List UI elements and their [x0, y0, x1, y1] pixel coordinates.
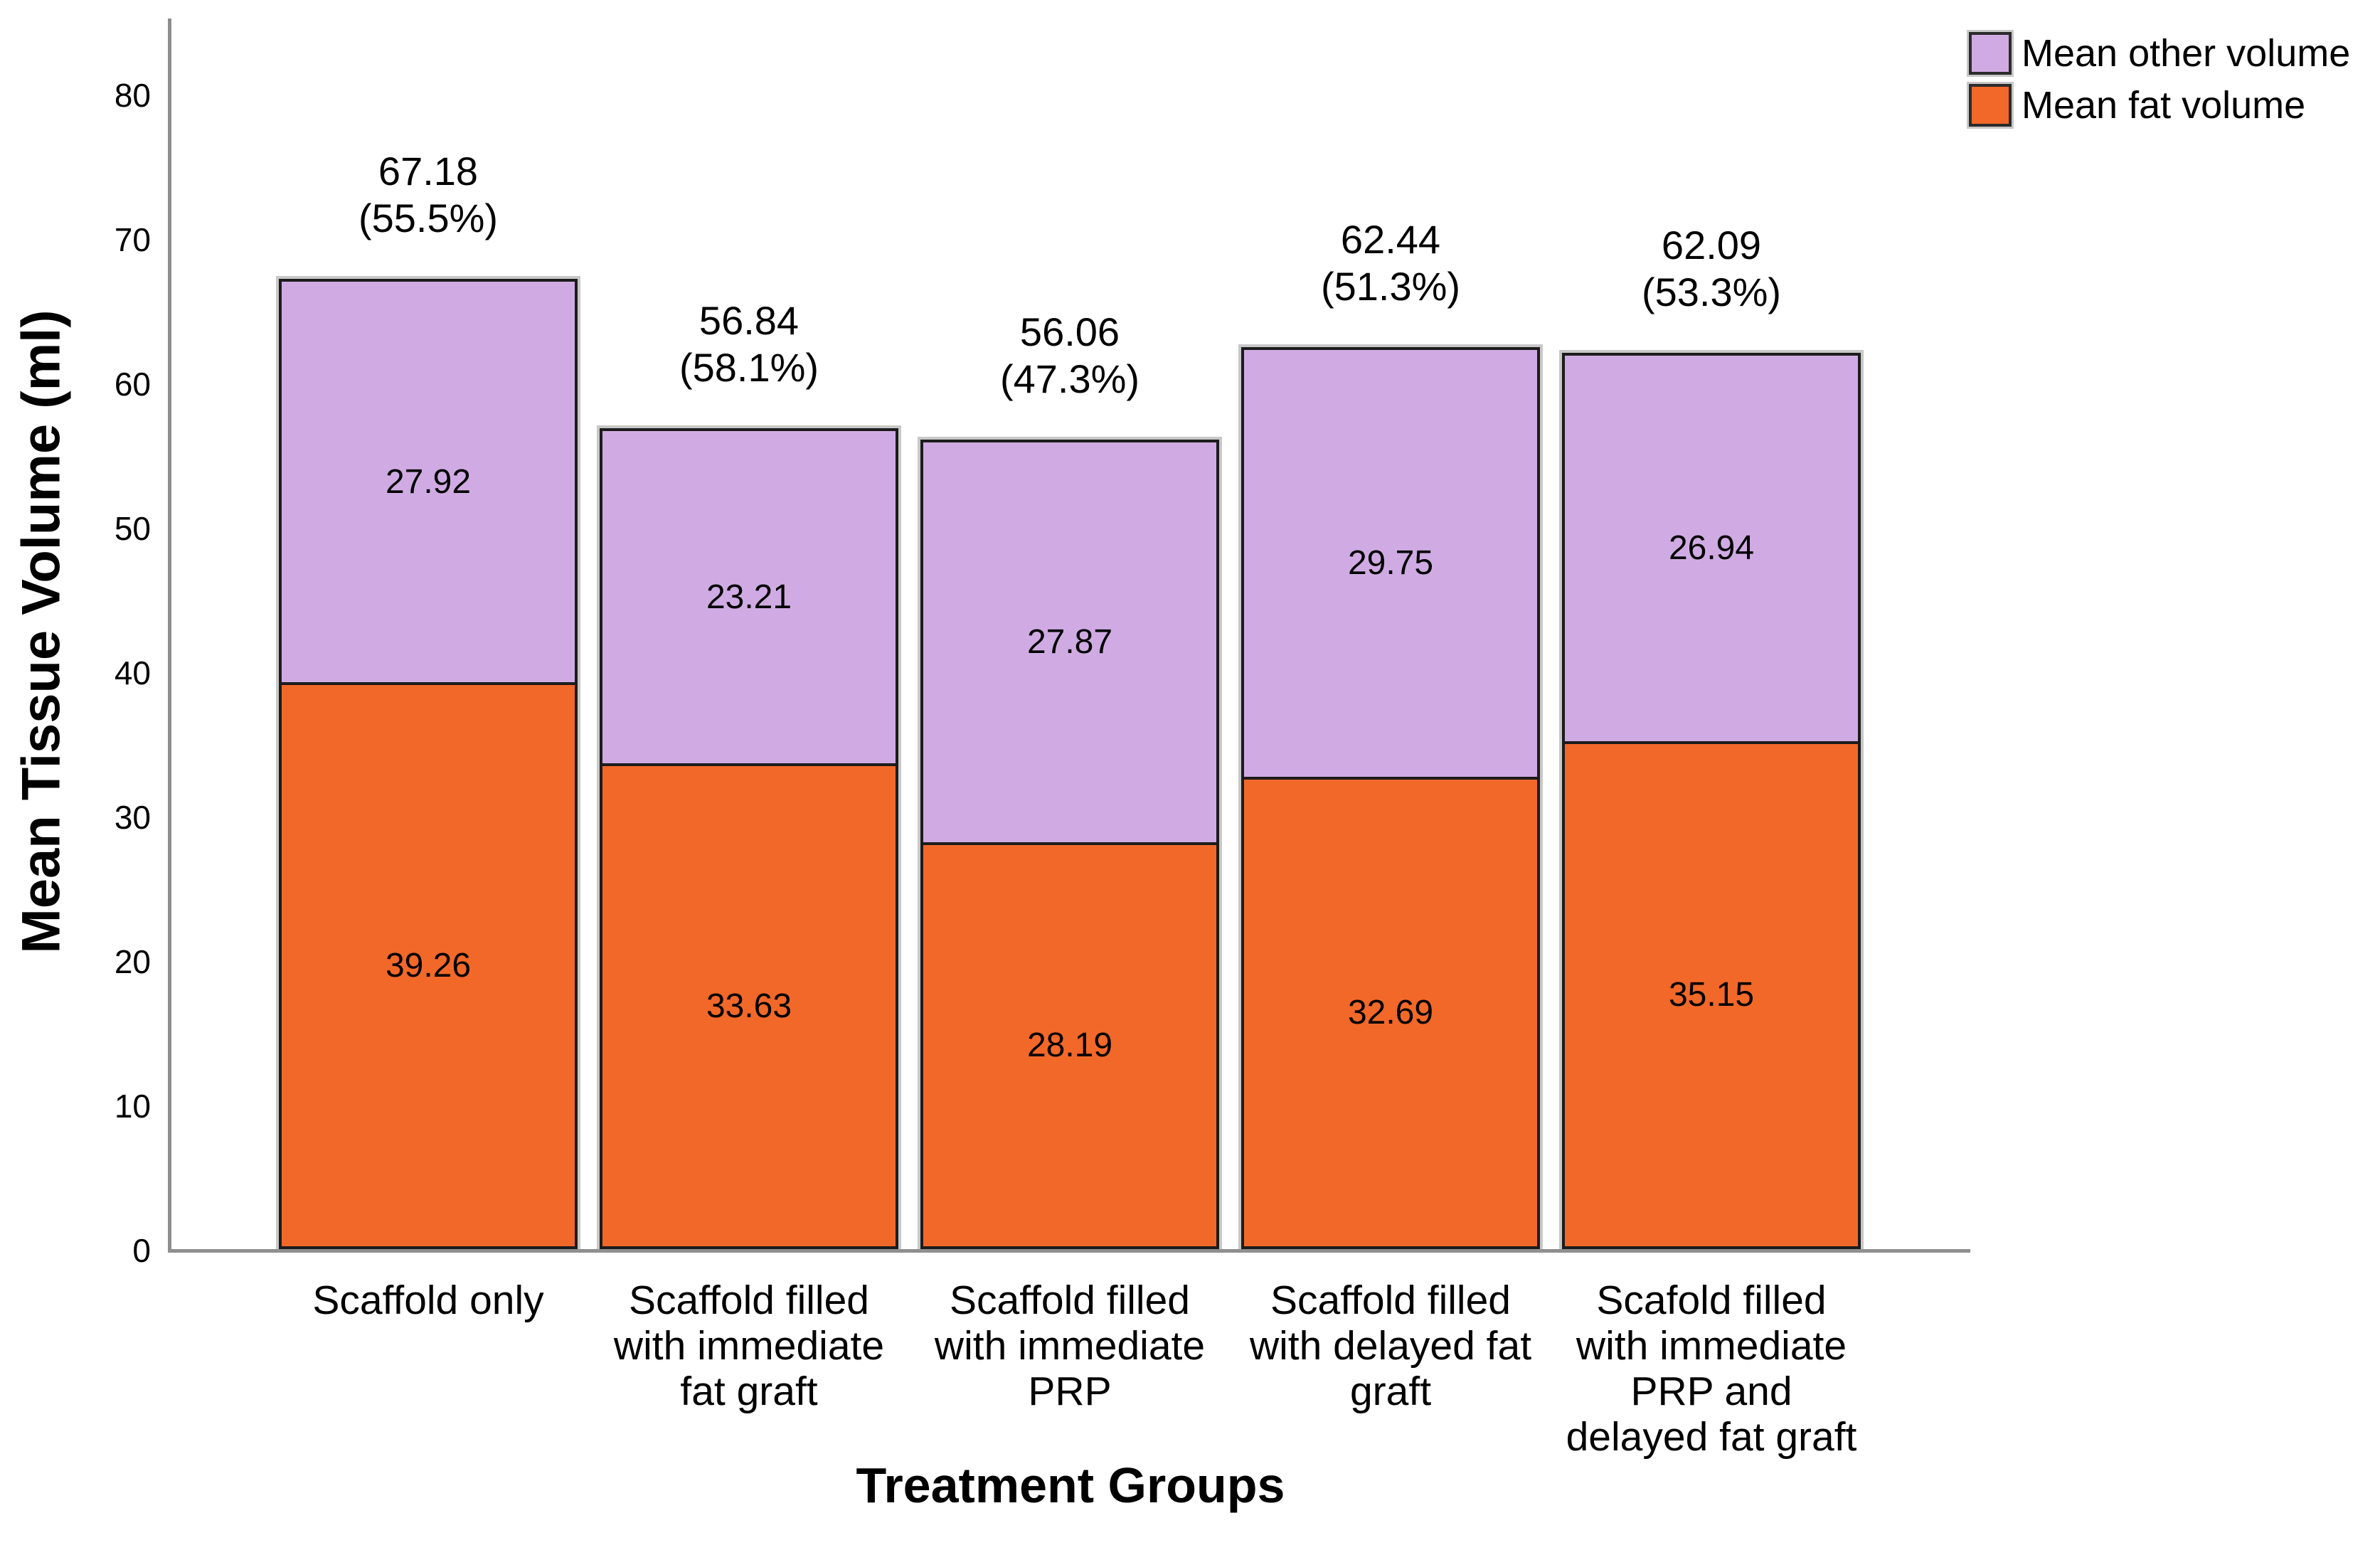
bar-3-total-label: 56.06 (47.3%) [871, 309, 1269, 403]
x-category-label-1-line-1: Scaffold only [312, 1278, 544, 1323]
x-axis-line [168, 1249, 1970, 1253]
x-category-label-5-line-4: delayed fat graft [1566, 1414, 1857, 1460]
bar-4-segment-fat: 32.69 [1241, 777, 1540, 1249]
x-category-label-5-line-2: with immediate [1576, 1323, 1847, 1369]
bar-4-total-value: 62.44 [1340, 217, 1441, 262]
y-tick-label-80: 80 [114, 77, 151, 114]
legend-item-fat-volume: Mean fat volume [1967, 82, 2306, 129]
bar-1: 27.92 39.26 [276, 276, 580, 1252]
bar-5-segment-other: 26.94 [1562, 352, 1861, 742]
x-category-label-3-line-2: with immediate [934, 1323, 1206, 1369]
bar-2-other-value: 23.21 [706, 578, 792, 616]
bar-5: 26.94 35.15 [1559, 349, 1864, 1253]
y-tick-label-20: 20 [114, 943, 151, 980]
x-category-label-4-line-2: with delayed fat [1249, 1323, 1532, 1369]
legend-label-other-volume: Mean other volume [2022, 32, 2351, 75]
bar-1-fat-value: 39.26 [385, 946, 472, 984]
legend-label-fat-volume: Mean fat volume [2022, 84, 2306, 127]
y-tick-label-10: 10 [114, 1088, 151, 1125]
bar-4-segment-other: 29.75 [1241, 347, 1540, 777]
x-category-label-5: Scafold filled with immediate PRP and delay… [1498, 1278, 1925, 1460]
x-category-label-3: Scaffold filled with immediate PRP [856, 1278, 1283, 1414]
bar-2-segment-fat: 33.63 [600, 763, 898, 1249]
bar-3: 27.87 28.19 [918, 437, 1222, 1252]
bar-3-fat-value: 28.19 [1026, 1026, 1113, 1064]
bar-2-total-value: 56.84 [698, 298, 799, 344]
x-category-label-4: Scaffold filled with delayed fat graft [1177, 1278, 1604, 1414]
legend-item-other-volume: Mean other volume [1967, 30, 2351, 77]
bar-1-segment-fat: 39.26 [279, 682, 578, 1249]
legend-swatch-other-volume [1967, 30, 2014, 77]
bar-3-segment-fat: 28.19 [920, 842, 1219, 1249]
x-category-label-3-line-3: PRP [1028, 1369, 1112, 1414]
bar-4: 29.75 32.69 [1238, 344, 1543, 1252]
bar-1-total-label: 67.18 (55.5%) [229, 148, 627, 242]
x-axis-title: Treatment Groups [856, 1458, 1285, 1513]
bar-2-segment-other: 23.21 [600, 428, 898, 764]
bar-3-total-percent: (47.3%) [999, 356, 1140, 401]
x-category-label-4-line-1: Scaffold filled [1270, 1278, 1511, 1323]
bar-5-total-percent: (53.3%) [1641, 269, 1782, 314]
x-category-label-4-line-3: graft [1349, 1369, 1432, 1414]
bar-2-total-percent: (58.1%) [679, 345, 819, 391]
legend-swatch-fat-volume [1967, 82, 2014, 129]
bar-1-segment-other: 27.92 [279, 279, 578, 683]
y-tick-label-30: 30 [114, 799, 151, 836]
x-category-label-3-line-1: Scaffold filled [950, 1278, 1190, 1323]
bar-1-other-value: 27.92 [385, 462, 472, 501]
bar-2: 23.21 33.63 [597, 425, 901, 1252]
bar-4-total-percent: (51.3%) [1320, 264, 1461, 309]
bar-5-other-value: 26.94 [1668, 529, 1755, 568]
bar-1-total-value: 67.18 [378, 149, 479, 194]
bar-4-other-value: 29.75 [1347, 544, 1434, 583]
bar-5-fat-value: 35.15 [1668, 976, 1755, 1014]
y-tick-label-0: 0 [132, 1232, 151, 1269]
y-axis-title: Mean Tissue Volume (ml) [11, 309, 72, 954]
y-tick-label-40: 40 [114, 654, 151, 691]
bar-2-fat-value: 33.63 [706, 987, 792, 1025]
y-tick-label-60: 60 [114, 366, 151, 403]
x-category-label-2-line-2: with immediate [613, 1323, 885, 1369]
bar-4-total-label: 62.44 (51.3%) [1191, 216, 1590, 310]
y-axis-line [168, 18, 171, 1253]
bar-2-total-label: 56.84 (58.1%) [550, 297, 948, 391]
y-tick-label-70: 70 [114, 221, 151, 258]
bar-5-total-label: 62.09 (53.3%) [1512, 222, 1911, 316]
x-category-label-2-line-3: fat graft [680, 1369, 818, 1414]
x-category-label-5-line-1: Scafold filled [1596, 1278, 1827, 1323]
bar-3-total-value: 56.06 [1019, 309, 1120, 354]
x-category-label-2-line-1: Scaffold filled [629, 1278, 869, 1323]
bar-3-segment-other: 27.87 [920, 440, 1219, 842]
x-category-label-5-line-3: PRP and [1630, 1369, 1792, 1414]
bar-4-fat-value: 32.69 [1347, 994, 1434, 1032]
x-category-label-1: Scaffold only [215, 1278, 642, 1323]
bar-5-total-value: 62.09 [1661, 222, 1762, 267]
x-category-label-2: Scaffold filled with immediate fat graft [536, 1278, 962, 1414]
bar-1-total-percent: (55.5%) [358, 196, 499, 241]
bar-5-segment-fat: 35.15 [1562, 741, 1861, 1249]
y-tick-label-50: 50 [114, 510, 151, 547]
bar-3-other-value: 27.87 [1026, 622, 1113, 661]
